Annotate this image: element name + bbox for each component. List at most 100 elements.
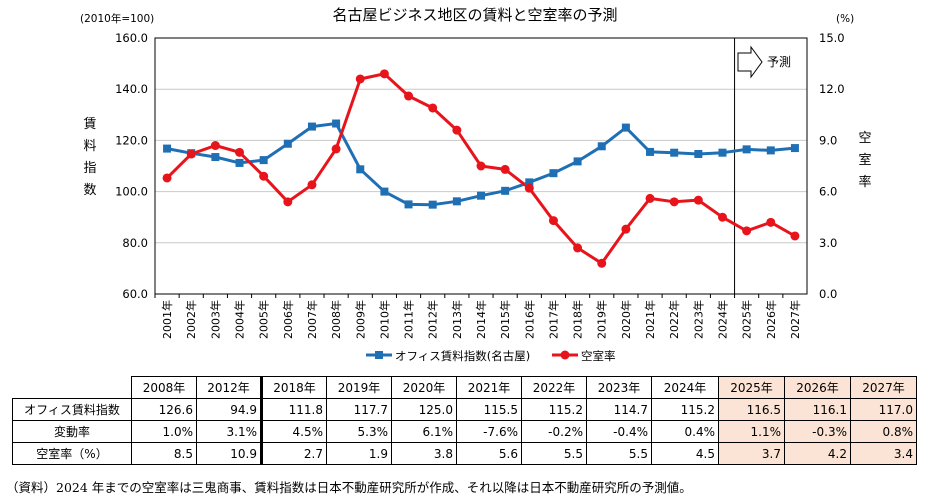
left-axis-unit: (2010年=100) xyxy=(80,12,154,25)
rent-index-point xyxy=(670,148,679,157)
table-cell: 117.0 xyxy=(850,398,917,421)
rent-index-point xyxy=(452,197,461,206)
table-cell: 10.9 xyxy=(196,442,262,465)
table-cell: 111.8 xyxy=(260,398,327,421)
right-axis-unit: (%) xyxy=(836,13,854,25)
table-header-cell: 2025年 xyxy=(718,376,785,399)
grid-lines xyxy=(154,37,808,298)
right-tick-label: 9.0 xyxy=(819,133,837,147)
vacancy-rate-point xyxy=(742,226,752,236)
vacancy-rate-point xyxy=(790,231,800,241)
vacancy-rate-point xyxy=(355,74,365,84)
table-cell: 4.5% xyxy=(260,420,327,443)
left-axis-label: 賃料指数 xyxy=(83,117,97,198)
table-cell: -0.2% xyxy=(521,420,587,443)
rent-index-point xyxy=(332,119,341,128)
table-cell: 4.5 xyxy=(651,442,719,465)
left-tick-label: 80.0 xyxy=(122,236,148,250)
table-cell: -0.3% xyxy=(784,420,851,443)
x-tick-label: 2013年 xyxy=(450,300,464,339)
table-header-cell: 2008年 xyxy=(131,376,197,399)
series-points xyxy=(162,69,800,268)
vacancy-rate-point xyxy=(235,147,245,157)
table-header-cell: 2024年 xyxy=(651,376,719,399)
rent-index-point xyxy=(790,144,799,153)
table-header-cell: 2021年 xyxy=(456,376,522,399)
table-cell: 126.6 xyxy=(131,398,197,421)
vacancy-rate-point xyxy=(259,171,269,181)
chart-title: 名古屋ビジネス地区の賃料と空室率の予測 xyxy=(332,6,617,24)
left-tick-label: 160.0 xyxy=(115,31,148,45)
x-tick-label: 2025年 xyxy=(740,300,754,339)
table-cell: 5.3% xyxy=(326,420,392,443)
rent-index-point xyxy=(646,147,655,156)
data-table: 2008年 2012年 2018年 2019年 2020年 2021年 2022年 2023年… xyxy=(12,376,917,465)
vacancy-rate-point xyxy=(452,125,462,135)
rent-index-point xyxy=(694,149,703,158)
x-tick-label: 2027年 xyxy=(788,300,802,339)
vacancy-rate-point xyxy=(645,193,655,203)
table-cell: -7.6% xyxy=(456,420,522,443)
table-cell: 117.7 xyxy=(326,398,392,421)
right-tick-label: 12.0 xyxy=(819,82,845,96)
table-cell: 1.0% xyxy=(131,420,197,443)
table-header-cell: 2018年 xyxy=(260,376,327,399)
x-tick-label: 2012年 xyxy=(426,300,440,339)
rent-index-point xyxy=(477,191,485,200)
legend-rent-label: オフィス賃料指数(名古屋) xyxy=(395,349,530,363)
rent-index-point xyxy=(259,156,268,165)
table-row: 空室率（%） 8.5 10.9 2.7 1.9 3.8 5.6 5.5 5.5 4.5 3.7 4.2… xyxy=(12,442,917,465)
table-body: オフィス賃料指数 126.6 94.9 111.8 117.7 125.0 115.5 115… xyxy=(12,398,917,465)
rent-index-point xyxy=(163,144,172,153)
rent-index-point xyxy=(742,145,751,154)
table-header-cell: 2019年 xyxy=(326,376,392,399)
table-cell: 125.0 xyxy=(391,398,457,421)
x-tick-label: 2001年 xyxy=(160,300,174,339)
x-tick-label: 2023年 xyxy=(691,300,705,339)
legend-vacancy-label: 空室率 xyxy=(581,349,616,363)
right-tick-label: 3.0 xyxy=(819,236,837,250)
right-tick-label: 6.0 xyxy=(819,185,837,199)
x-tick-label: 2014年 xyxy=(474,300,488,339)
table-cell: 3.7 xyxy=(718,442,785,465)
table-cell: 115.2 xyxy=(651,398,719,421)
legend: オフィス賃料指数(名古屋) 空室率 xyxy=(366,349,616,363)
table-header-cell: 2012年 xyxy=(196,376,262,399)
table-cell: 3.4 xyxy=(850,442,917,465)
table-cell: 4.2 xyxy=(784,442,851,465)
legend-rent-marker xyxy=(375,351,383,359)
vacancy-rate-point xyxy=(404,91,414,101)
vacancy-rate-point xyxy=(766,217,776,227)
table-cell: 116.5 xyxy=(718,398,785,421)
table-row: 変動率 1.0% 3.1% 4.5% 5.3% 6.1% -7.6% -0.2% -0.4% 0.… xyxy=(12,420,917,443)
vacancy-rate-point xyxy=(717,212,727,222)
table-cell: -0.4% xyxy=(586,420,652,443)
table-cell: 5.6 xyxy=(456,442,522,465)
rent-index-point xyxy=(283,139,292,148)
vacancy-rate-point xyxy=(573,243,583,253)
forecast-label: 予測 xyxy=(767,55,791,69)
table-header-cell: 2022年 xyxy=(521,376,587,399)
right-tick-label: 0.0 xyxy=(819,287,837,301)
forecast-arrow-icon xyxy=(737,45,763,79)
vacancy-rate-point xyxy=(597,258,607,268)
table-cell: 2.7 xyxy=(260,442,327,465)
vacancy-rate-point xyxy=(428,103,438,113)
vacancy-rate-point xyxy=(621,224,631,234)
x-tick-label: 2011年 xyxy=(402,300,416,339)
vacancy-rate-point xyxy=(524,183,534,193)
x-tick-label: 2018年 xyxy=(571,300,585,339)
x-tick-label: 2004年 xyxy=(233,300,247,339)
right-axis-label: 空室率 xyxy=(858,131,872,190)
table-cell: 3.1% xyxy=(196,420,262,443)
table-row-label: オフィス賃料指数 xyxy=(12,398,132,421)
x-tick-label: 2017年 xyxy=(546,300,560,339)
x-tick-label: 2002年 xyxy=(184,300,198,339)
legend-vacancy-marker xyxy=(560,350,570,360)
x-tick-label: 2010年 xyxy=(377,300,391,339)
table-cell: 6.1% xyxy=(391,420,457,443)
vacancy-rate-point xyxy=(283,197,293,207)
rent-index-point xyxy=(501,186,510,195)
left-tick-label: 60.0 xyxy=(122,287,148,301)
x-tick-label: 2024年 xyxy=(715,300,729,339)
